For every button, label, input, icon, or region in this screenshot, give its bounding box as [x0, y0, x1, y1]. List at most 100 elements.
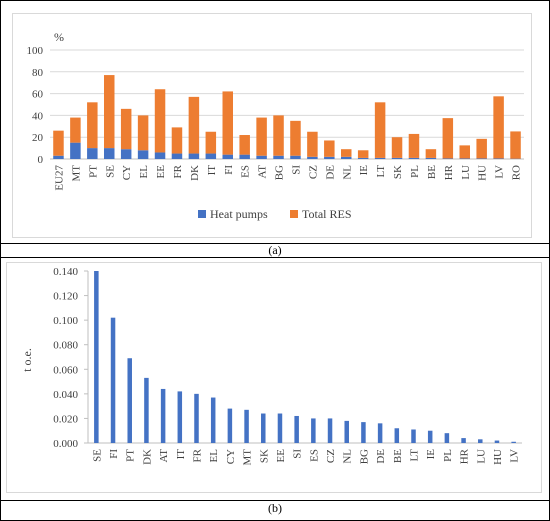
chart-b-y-axis-label: t o.e. [20, 348, 34, 372]
chart-a-plot-frame [12, 13, 532, 238]
bar-heat-pumps-be [425, 157, 437, 159]
bar-heat-pumps-hr [442, 158, 454, 159]
bar-se [94, 271, 99, 443]
chart-b-x-tick-label: IT [175, 449, 187, 460]
bar-lt [411, 429, 416, 443]
bar-nl [344, 420, 349, 443]
bar-heat-pumps-cz [307, 156, 318, 159]
chart-a-x-tick-label: BE [426, 165, 438, 179]
legend-label-total-res: Total RES [302, 207, 352, 221]
bar-heat-pumps-lu [459, 158, 470, 159]
chart-b-y-tick-label: 0.120 [53, 291, 78, 303]
chart-a-x-tick-label: LU [460, 165, 472, 180]
chart-b-x-tick-label: ES [308, 449, 320, 462]
bar-at [160, 388, 166, 443]
chart-b-x-tick-label: DK [141, 449, 153, 465]
bar-total-res-pt [87, 102, 98, 149]
chart-a-y-tick-label: 60 [32, 89, 44, 101]
chart-b-x-tick-label: NL [342, 449, 354, 464]
chart-a-x-tick-label: SE [104, 165, 116, 178]
bar-lu [478, 439, 483, 443]
bar-total-res-eu27 [53, 130, 64, 156]
chart-b-x-tick-label: FI [108, 449, 120, 459]
chart-a-y-tick-label: 0 [38, 154, 44, 166]
bar-bg [361, 422, 366, 443]
legend-swatch-total-res [290, 210, 298, 218]
bar-heat-pumps-el [137, 150, 149, 159]
bar-dk [144, 377, 149, 443]
chart-b-x-tick-label: MT [242, 449, 254, 466]
bar-total-res-mt [70, 117, 81, 143]
chart-b-y-tick-label: 0.100 [53, 315, 78, 327]
chart-b-y-tick-label: 0.040 [53, 389, 78, 401]
bar-total-res-hu [476, 138, 487, 159]
bar-heat-pumps-fi [222, 154, 233, 159]
chart-a-x-tick-label: CY [121, 165, 133, 180]
bar-heat-pumps-mt [70, 142, 81, 159]
chart-a-x-tick-label: PT [87, 165, 99, 178]
chart-b-x-tick-label: CY [225, 449, 237, 464]
bar-hu [494, 440, 500, 443]
bar-be [394, 428, 400, 443]
chart-a-y-tick-label: 100 [27, 45, 44, 57]
bar-total-res-ee [154, 89, 166, 153]
chart-panel-b: 0.000 0.020 0.040 0.060 0.080 0.100 0.120 0.140… [6, 262, 542, 493]
chart-a-x-tick-label: EE [155, 165, 167, 179]
chart-a-x-tick-label: IT [206, 165, 218, 176]
chart-b-x-tick-label: LT [409, 449, 421, 462]
chart-a-x-tick-label: FI [223, 165, 235, 175]
bar-total-res-fr [171, 127, 183, 154]
chart-a-y-tick-label: 40 [32, 110, 44, 122]
chart-a-x-tick-labels: EU27 MT PT SE CY EL EE FR DK IT FI ES AT BG SI CZ DE NL IE… [53, 164, 522, 190]
chart-a-x-tick-label: DE [324, 165, 336, 180]
chart-a-x-tick-label: AT [257, 165, 269, 179]
bar-si [294, 415, 299, 443]
bar-total-res-fi [222, 91, 233, 155]
bar-lv [511, 441, 516, 443]
bar-heat-pumps-hu [476, 158, 487, 159]
chart-a-unit-label: % [54, 30, 64, 44]
bar-total-res-at [256, 117, 267, 156]
chart-b-bars [94, 271, 516, 443]
chart-a-x-tick-label: HR [443, 164, 455, 180]
chart-b-x-tick-label: HR [459, 448, 471, 464]
chart-a-y-tick-labels: 0 20 40 60 80 100 [27, 45, 44, 166]
chart-a-legend: Heat pumps Total RES [198, 207, 352, 221]
bar-heat-pumps-es [239, 154, 250, 159]
bar-total-res-es [239, 135, 250, 155]
chart-b-y-tick-label: 0.000 [53, 438, 78, 450]
bar-heat-pumps-se [104, 148, 115, 159]
bar-hr [461, 438, 466, 443]
bar-total-res-lu [459, 145, 470, 159]
bar-el [210, 397, 216, 443]
legend-label-heat-pumps: Heat pumps [210, 207, 268, 221]
bar-total-res-el [137, 115, 149, 151]
bar-heat-pumps-cy [120, 149, 132, 159]
chart-b-y-axis [84, 270, 522, 444]
bar-total-res-ro [510, 131, 521, 159]
bar-heat-pumps-nl [341, 156, 352, 159]
chart-a-x-tick-label: BG [274, 165, 286, 180]
chart-b-y-tick-label: 0.140 [53, 266, 78, 278]
bar-total-res-it [205, 131, 217, 154]
chart-b-x-tick-label: BG [358, 449, 370, 464]
bar-heat-pumps-dk [188, 153, 200, 159]
bar-it [177, 391, 183, 443]
bar-total-res-si [290, 120, 301, 156]
chart-a-x-tick-label: CZ [307, 165, 319, 179]
chart-a-y-tick-label: 20 [32, 132, 44, 144]
bar-heat-pumps-it [205, 153, 217, 159]
bar-heat-pumps-sk [391, 157, 403, 159]
bar-total-res-pl [408, 133, 420, 158]
bar-heat-pumps-pt [87, 148, 98, 159]
bar-heat-pumps-ee [154, 152, 166, 159]
bar-total-res-bg [273, 115, 284, 156]
bar-heat-pumps-lt [374, 157, 386, 159]
bar-cz [327, 418, 333, 443]
chart-b-x-tick-label: SK [258, 449, 270, 463]
chart-b-y-tick-labels: 0.000 0.020 0.040 0.060 0.080 0.100 0.120 0.140 [53, 266, 78, 450]
bar-total-res-cz [307, 131, 318, 157]
chart-b-x-tick-label: LV [509, 449, 521, 463]
chart-b-x-tick-labels: SE FI PT DK AT IT FR EL CY MT SK EE SI ES CZ NL BG DE BE LT… [91, 448, 520, 465]
